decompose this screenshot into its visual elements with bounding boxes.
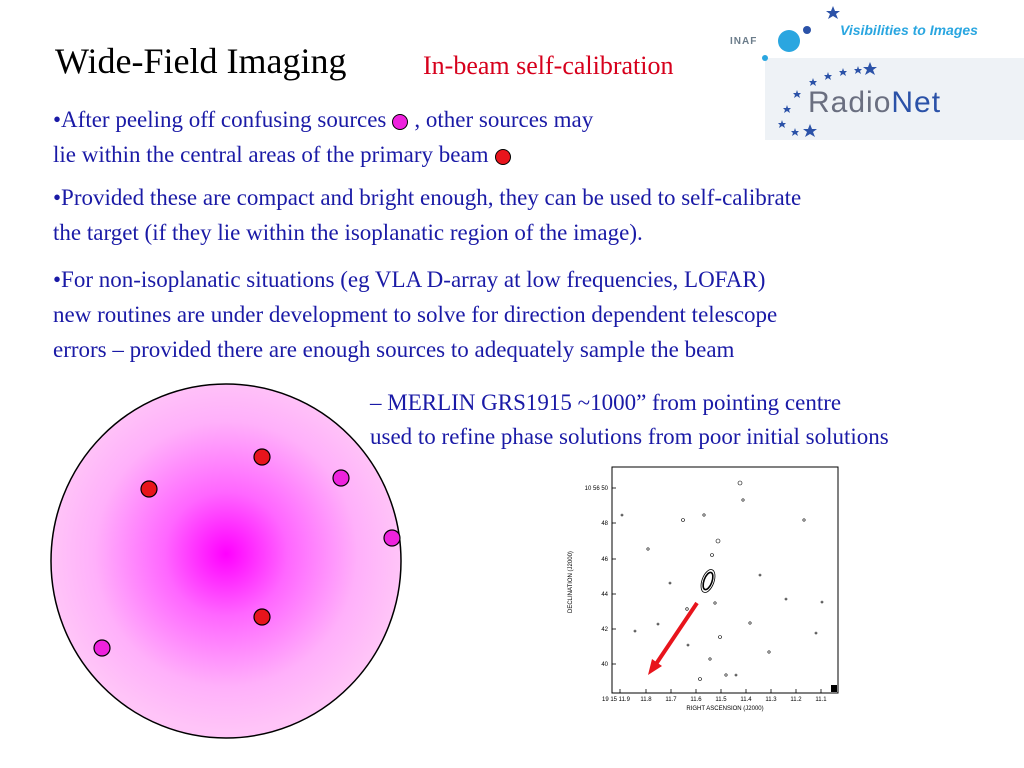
y-tick-label: 46	[601, 557, 608, 563]
radionet-logo	[725, 0, 1024, 145]
x-tick-label: 11.5	[715, 697, 727, 703]
primary-beam-circle	[50, 383, 402, 739]
radionet-radio-text: Radio	[808, 86, 892, 119]
bullet-peeling-text-c: lie within the central areas of the prim…	[53, 142, 489, 167]
calibrator-source-icon	[494, 148, 511, 165]
bullet-self-calibrate-line-2: the target (if they lie within the isopl…	[53, 220, 643, 245]
bullet-peeling-line-2: lie within the central areas of the prim…	[53, 137, 593, 172]
confusing-source-2	[383, 529, 401, 547]
x-tick-label: 11.2	[790, 697, 802, 703]
x-tick-label: 19 15 11.9	[602, 697, 631, 703]
bullet-self-calibrate: •Provided these are compact and bright e…	[53, 180, 801, 250]
slide-title: Wide-Field Imaging	[55, 41, 347, 81]
y-tick-label: 44	[601, 592, 608, 598]
confusing-source-1	[332, 469, 350, 487]
grs1915-source	[702, 571, 714, 591]
bullet-non-isoplanatic: •For non-isoplanatic situations (eg VLA …	[53, 262, 777, 367]
calibrator-source-3	[253, 608, 271, 626]
calibrator-source-1	[253, 448, 271, 466]
y-tick-label: 48	[601, 521, 608, 527]
y-axis-label: DECLINATION (J2000)	[568, 551, 574, 613]
noise-contours	[620, 480, 824, 681]
inaf-logo-text: INAF	[730, 36, 758, 47]
primary-beam-diagram	[50, 383, 403, 739]
x-tick-label: 11.8	[640, 697, 652, 703]
map-frame	[611, 466, 839, 694]
x-tick-label: 11.4	[740, 697, 752, 703]
bullet-non-isoplanatic-line-3: errors – provided there are enough sourc…	[53, 337, 735, 362]
slide-subtitle: In-beam self-calibration	[423, 51, 674, 80]
x-tick-label: 11.6	[690, 697, 702, 703]
merlin-caption: – MERLIN GRS1915 ~1000” from pointing ce…	[370, 386, 889, 454]
y-tick-label: 10 56 50	[585, 486, 609, 492]
x-axis-label: RIGHT ASCENSION (J2000)	[686, 706, 763, 712]
x-tick-label: 11.7	[665, 697, 677, 703]
radionet-logo-text: RadioNet	[808, 86, 941, 120]
y-tick-label: 40	[601, 662, 608, 668]
visibilities-logo-text: Visibilities to Images	[840, 22, 978, 38]
bullet-non-isoplanatic-line-2: new routines are under development to so…	[53, 302, 778, 327]
confusing-source-icon	[392, 113, 409, 130]
bullet-self-calibrate-line-1: •Provided these are compact and bright e…	[53, 185, 802, 210]
calibrator-source-2	[140, 480, 158, 498]
x-tick-label: 11.3	[765, 697, 777, 703]
confusing-source-3	[93, 639, 111, 657]
bullet-peeling-text-a: •After peeling off confusing sources	[53, 107, 387, 132]
radionet-net-text: Net	[891, 86, 942, 119]
pointing-arrow	[648, 601, 699, 675]
y-tick-label: 42	[601, 627, 608, 633]
bullet-peeling: •After peeling off confusing sources , ot…	[53, 102, 593, 172]
x-tick-label: 11.1	[815, 697, 827, 703]
bullet-peeling-line-1: •After peeling off confusing sources , ot…	[53, 102, 593, 137]
merlin-caption-line-2: used to refine phase solutions from poor…	[370, 424, 889, 449]
bullet-peeling-text-b: , other sources may	[414, 107, 594, 132]
merlin-contour-map: 10 56 50 48 46 44 42 40 DECLINATION (J20…	[560, 463, 843, 718]
merlin-caption-line-1: – MERLIN GRS1915 ~1000” from pointing ce…	[370, 390, 842, 415]
bullet-non-isoplanatic-line-1: •For non-isoplanatic situations (eg VLA …	[53, 267, 766, 292]
